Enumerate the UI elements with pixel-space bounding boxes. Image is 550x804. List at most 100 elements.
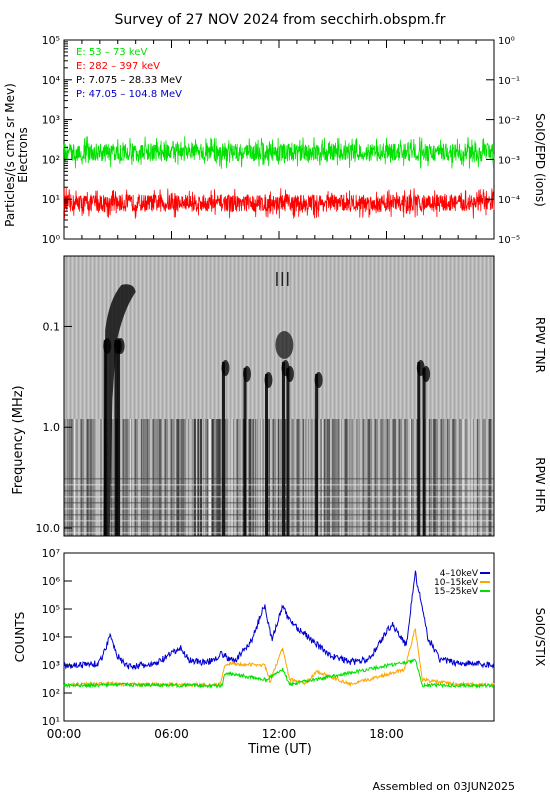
rpw-burst-small <box>286 272 289 286</box>
rpw-burst-head <box>275 331 294 359</box>
rpw-frame <box>63 255 495 537</box>
epd-ytick-label: 10⁴ <box>42 74 61 87</box>
rpw-ytick-label: 10.0 <box>36 522 61 535</box>
hfr-stripe <box>176 419 180 536</box>
hfr-stripe <box>127 419 130 536</box>
epd-series-line <box>63 136 495 169</box>
rpw-panel: 0.1 1.0 10.0 Frequency (MHz) RPW TNR RPW H… <box>11 255 547 537</box>
hfr-stripe <box>73 419 76 536</box>
hfr-stripe <box>70 419 73 536</box>
hfr-stripe <box>76 419 78 536</box>
hfr-stripe <box>125 419 127 536</box>
stix-ytick-label: 10³ <box>42 659 60 672</box>
hfr-band <box>64 520 494 522</box>
epd-ytick-label: 10¹ <box>42 193 60 206</box>
rpw-burst-head <box>264 372 273 388</box>
hfr-stripe <box>289 419 292 536</box>
hfr-stripe <box>339 419 342 536</box>
epd-ytick-label: 10⁵ <box>42 34 60 47</box>
hfr-stripe <box>321 419 324 536</box>
hfr-stripe <box>348 419 351 536</box>
hfr-stripe <box>219 419 221 536</box>
hfr-stripe <box>323 419 326 536</box>
hfr-stripe <box>308 419 311 536</box>
epd-right-label: SoIO/EPD (ions) <box>533 113 547 207</box>
rpw-burst <box>117 340 121 536</box>
hfr-stripe <box>363 419 365 536</box>
rpw-burst <box>315 374 319 536</box>
hfr-stripe <box>195 419 198 536</box>
hfr-stripe <box>145 419 147 536</box>
hfr-stripe <box>277 419 279 536</box>
hfr-stripe <box>268 419 270 536</box>
hfr-stripe <box>345 419 348 536</box>
hfr-stripe <box>190 419 193 536</box>
epd-right-ytick-label: 10⁻⁴ <box>498 195 520 206</box>
hfr-stripe <box>234 419 236 536</box>
hfr-stripe <box>216 419 219 536</box>
hfr-stripe <box>180 419 183 536</box>
hfr-stripe <box>199 419 203 536</box>
epd-legend-entry: E: 282 – 397 keV <box>76 61 160 72</box>
epd-right-ytick-label: 10⁻³ <box>498 155 520 166</box>
hfr-stripe <box>202 419 204 536</box>
hfr-stripe <box>129 419 132 536</box>
hfr-stripe <box>253 419 255 536</box>
hfr-stripe <box>467 419 470 536</box>
hfr-stripe <box>445 419 447 536</box>
epd-legend-entry: P: 7.075 – 28.33 MeV <box>76 75 182 86</box>
hfr-stripe <box>252 419 255 536</box>
stix-panel: 10¹ 10² 10³ 10⁴ 10⁵ 10⁶ 10⁷ 4–10keV10–15keV15–… <box>13 547 547 757</box>
hfr-stripe <box>262 419 264 536</box>
hfr-stripe <box>292 419 294 536</box>
hfr-stripe <box>482 419 485 536</box>
hfr-stripe <box>98 419 100 536</box>
hfr-stripe <box>221 419 223 536</box>
stix-series-line <box>63 628 495 689</box>
hfr-stripe <box>230 419 233 536</box>
hfr-stripe <box>211 419 214 536</box>
hfr-band <box>64 496 494 498</box>
epd-ylabel-electrons: Electrons <box>16 127 30 182</box>
rpw-burst <box>103 284 136 536</box>
stix-ytick-label: 10⁶ <box>42 575 61 588</box>
hfr-stripe <box>207 419 209 536</box>
hfr-band <box>64 490 494 492</box>
hfr-stripe <box>471 419 473 536</box>
hfr-stripe <box>426 419 429 536</box>
hfr-stripe <box>454 419 457 536</box>
rpw-burst-head <box>242 366 251 382</box>
rpw-y-ticks: 0.1 1.0 10.0 <box>36 320 72 535</box>
hfr-stripe <box>384 419 387 536</box>
hfr-stripe <box>189 419 191 536</box>
hfr-stripe <box>478 419 481 536</box>
hfr-stripe <box>328 419 330 536</box>
hfr-stripe <box>156 419 158 536</box>
stix-legend-entry: 15–25keV <box>434 587 479 597</box>
hfr-stripe <box>433 419 437 536</box>
rpw-burst <box>222 362 225 536</box>
hfr-stripe <box>350 419 352 536</box>
rpw-burst <box>114 340 118 536</box>
rpw-ytick-label: 1.0 <box>43 421 61 434</box>
epd-legend-entry: P: 47.05 – 104.8 MeV <box>76 89 182 100</box>
stix-xtick-label: 18:00 <box>369 727 404 741</box>
hfr-stripe <box>409 419 412 536</box>
rpw-burst-head <box>285 366 294 382</box>
hfr-stripe <box>193 419 196 536</box>
stix-series-line <box>63 658 495 690</box>
hfr-stripe <box>338 419 340 536</box>
hfr-stripe <box>292 419 295 536</box>
footer-text: Assembled on 03JUN2025 <box>373 780 515 793</box>
hfr-stripe <box>92 419 95 536</box>
hfr-stripe <box>298 419 300 536</box>
hfr-stripe <box>197 419 200 536</box>
rpw-bursts <box>64 272 494 536</box>
hfr-stripe <box>479 419 482 536</box>
hfr-stripe <box>90 419 92 536</box>
stix-right-label: SoIO/STIX <box>533 608 547 667</box>
epd-right-ytick-label: 10⁻² <box>498 116 520 127</box>
hfr-stripe <box>366 419 368 536</box>
